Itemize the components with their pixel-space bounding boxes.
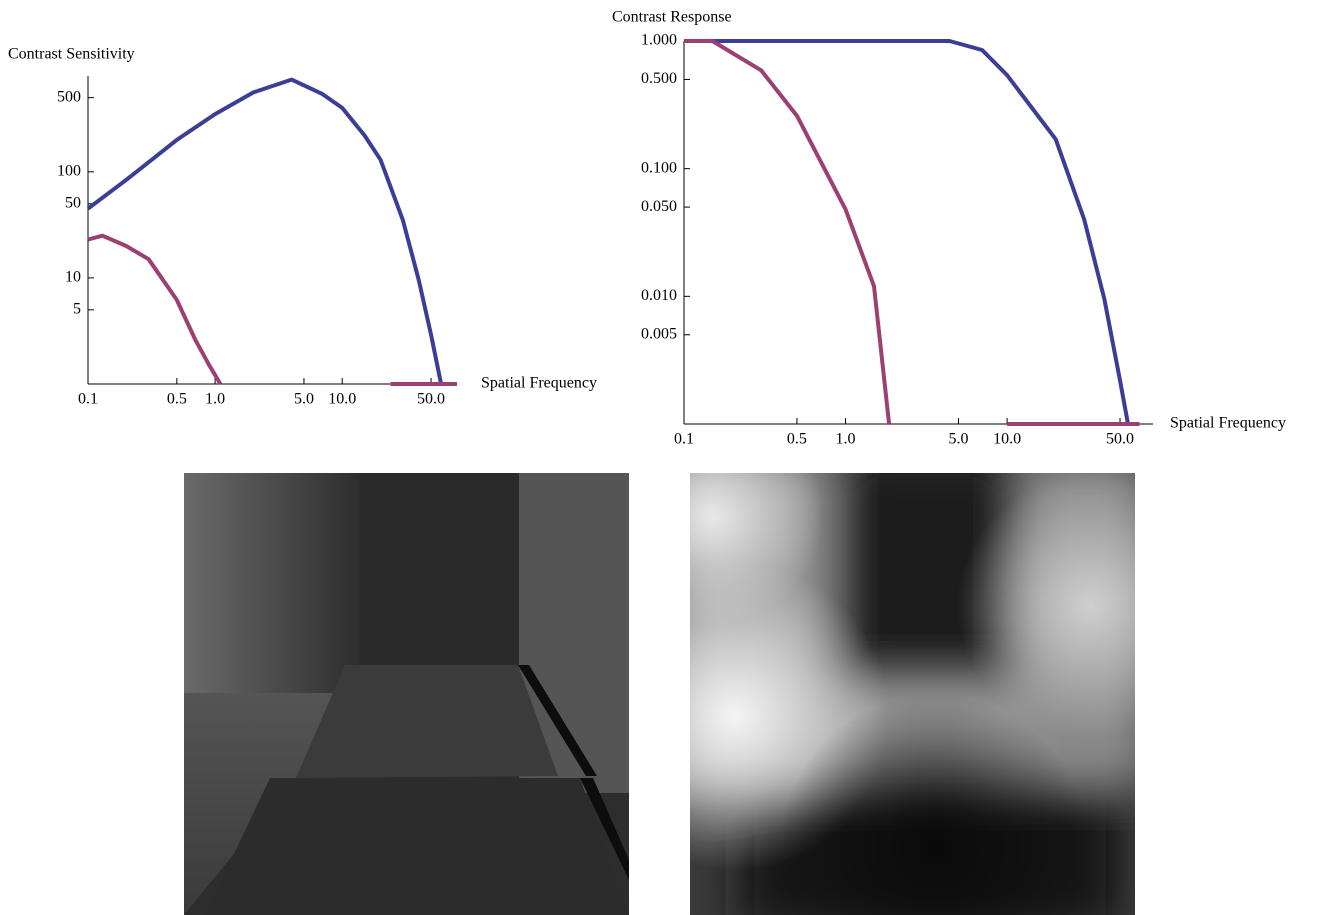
y-tick-label: 10 (65, 269, 81, 286)
x-axis-label: Spatial Frequency (1170, 415, 1286, 432)
x-tick-label: 0.5 (167, 391, 187, 408)
series-line (684, 41, 1140, 424)
y-tick-label: 0.005 (641, 325, 677, 342)
x-tick-label: 0.5 (787, 431, 807, 448)
x-tick-label: 50.0 (1106, 431, 1134, 448)
x-tick-label: 10.0 (993, 431, 1021, 448)
series-line (88, 236, 457, 384)
series-line (88, 80, 441, 384)
y-tick-label: 0.500 (641, 70, 677, 87)
x-tick-label: 0.1 (674, 431, 694, 448)
x-tick-label: 50.0 (417, 391, 445, 408)
y-tick-label: 1.000 (641, 32, 677, 49)
y-tick-label: 500 (57, 88, 81, 105)
x-axis-label: Spatial Frequency (481, 375, 597, 392)
scene-photo (184, 473, 629, 915)
figure: Contrast Sensitivity Spatial Frequency 0.1… (0, 0, 1327, 915)
y-tick-label: 50 (65, 194, 81, 211)
x-tick-label: 5.0 (948, 431, 968, 448)
x-tick-label: 1.0 (205, 391, 225, 408)
y-tick-label: 0.100 (641, 159, 677, 176)
y-tick-label: 0.050 (641, 198, 677, 215)
series-line (684, 41, 1128, 424)
y-tick-label: 0.010 (641, 287, 677, 304)
y-tick-label: 100 (57, 162, 81, 179)
y-tick-label: 5 (73, 301, 81, 318)
blurred-photo (670, 453, 1150, 915)
y-axis-label: Contrast Response (612, 9, 732, 26)
x-tick-label: 0.1 (78, 391, 98, 408)
x-tick-label: 1.0 (836, 431, 856, 448)
y-axis-label: Contrast Sensitivity (8, 46, 135, 63)
x-tick-label: 5.0 (294, 391, 314, 408)
x-tick-label: 10.0 (328, 391, 356, 408)
